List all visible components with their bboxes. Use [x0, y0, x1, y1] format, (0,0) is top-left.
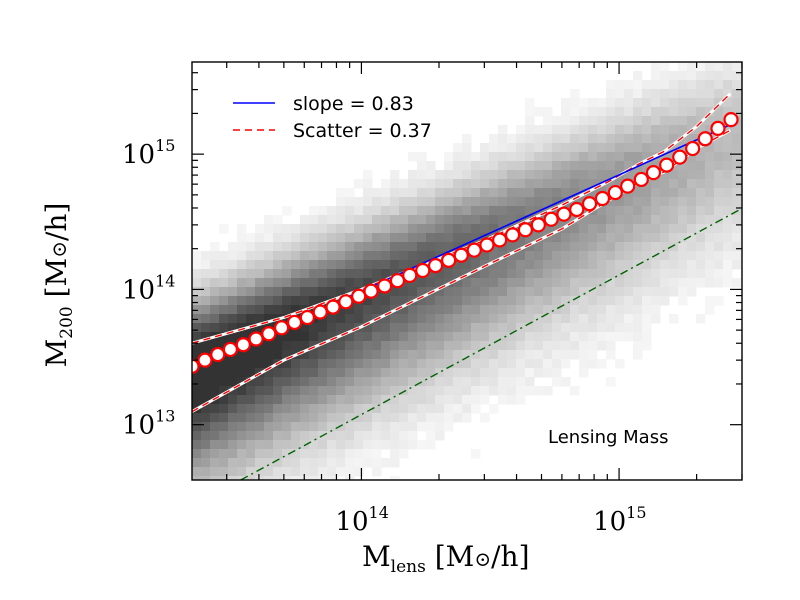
median-point: [248, 331, 264, 347]
median-point: [338, 294, 354, 310]
median-point: [286, 314, 303, 331]
median-point: [363, 283, 379, 299]
median-point: [723, 112, 739, 128]
x-axis-label: Mlens [M⊙/h]: [362, 540, 530, 577]
median-point: [581, 196, 598, 212]
median-point: [543, 211, 559, 227]
plot-frame: [191, 61, 743, 481]
plot-series: [192, 92, 741, 480]
median-point: [530, 217, 546, 233]
legend: slope = 0.83 Scatter = 0.37: [233, 93, 432, 142]
axis-ticks: [192, 62, 743, 480]
median-point: [672, 149, 688, 165]
tick-labels: 1014 1015 1013 1014 1015: [122, 136, 647, 537]
median-point: [633, 171, 649, 188]
y-tick-label: 1015: [122, 136, 175, 170]
median-point: [517, 222, 534, 238]
median-point: [222, 341, 238, 358]
median-point: [685, 140, 701, 157]
median-point: [351, 288, 367, 304]
y-tick-label: 1013: [122, 407, 175, 441]
scatter-band-upper: [192, 93, 731, 344]
median-point: [402, 267, 418, 283]
legend-label-slope: slope = 0.83: [293, 93, 414, 115]
x-tick-label: 1015: [593, 503, 646, 537]
median-point: [210, 346, 226, 363]
median-point: [710, 120, 726, 137]
svg-text:M200 [M⊙/h]: M200 [M⊙/h]: [40, 203, 77, 368]
median-point: [569, 201, 585, 218]
median-point: [504, 227, 521, 243]
median-point: [415, 262, 431, 279]
median-point: [659, 157, 675, 173]
median-point: [312, 304, 328, 320]
median-point: [453, 247, 469, 263]
median-point: [441, 252, 457, 268]
median-point: [192, 358, 200, 374]
median-point: [197, 352, 213, 368]
legend-label-scatter: Scatter = 0.37: [293, 120, 432, 142]
median-point: [427, 257, 444, 274]
x-tick-label: 1014: [335, 503, 388, 537]
one-to-one-line: [240, 208, 741, 480]
annotation-lensing-mass: Lensing Mass: [548, 427, 668, 448]
median-point: [235, 337, 251, 353]
y-tick-label: 1014: [122, 271, 175, 305]
median-point: [376, 278, 393, 294]
median-point: [645, 165, 662, 181]
median-point: [261, 326, 277, 342]
median-point: [325, 299, 341, 315]
median-point: [274, 320, 290, 336]
median-point: [389, 273, 406, 289]
median-point: [299, 309, 315, 326]
median-point: [697, 131, 713, 147]
median-point: [556, 206, 572, 222]
median-point: [492, 232, 508, 248]
median-point: [607, 184, 623, 201]
svg-text:Mlens [M⊙/h]: Mlens [M⊙/h]: [362, 540, 530, 577]
median-point: [620, 178, 636, 194]
density-heatmap: [192, 62, 742, 480]
median-point: [466, 242, 482, 258]
median-point: [594, 190, 611, 207]
scatter-band-lower: [192, 129, 731, 413]
y-axis-label: M200 [M⊙/h]: [40, 203, 77, 368]
median-point: [479, 237, 495, 253]
